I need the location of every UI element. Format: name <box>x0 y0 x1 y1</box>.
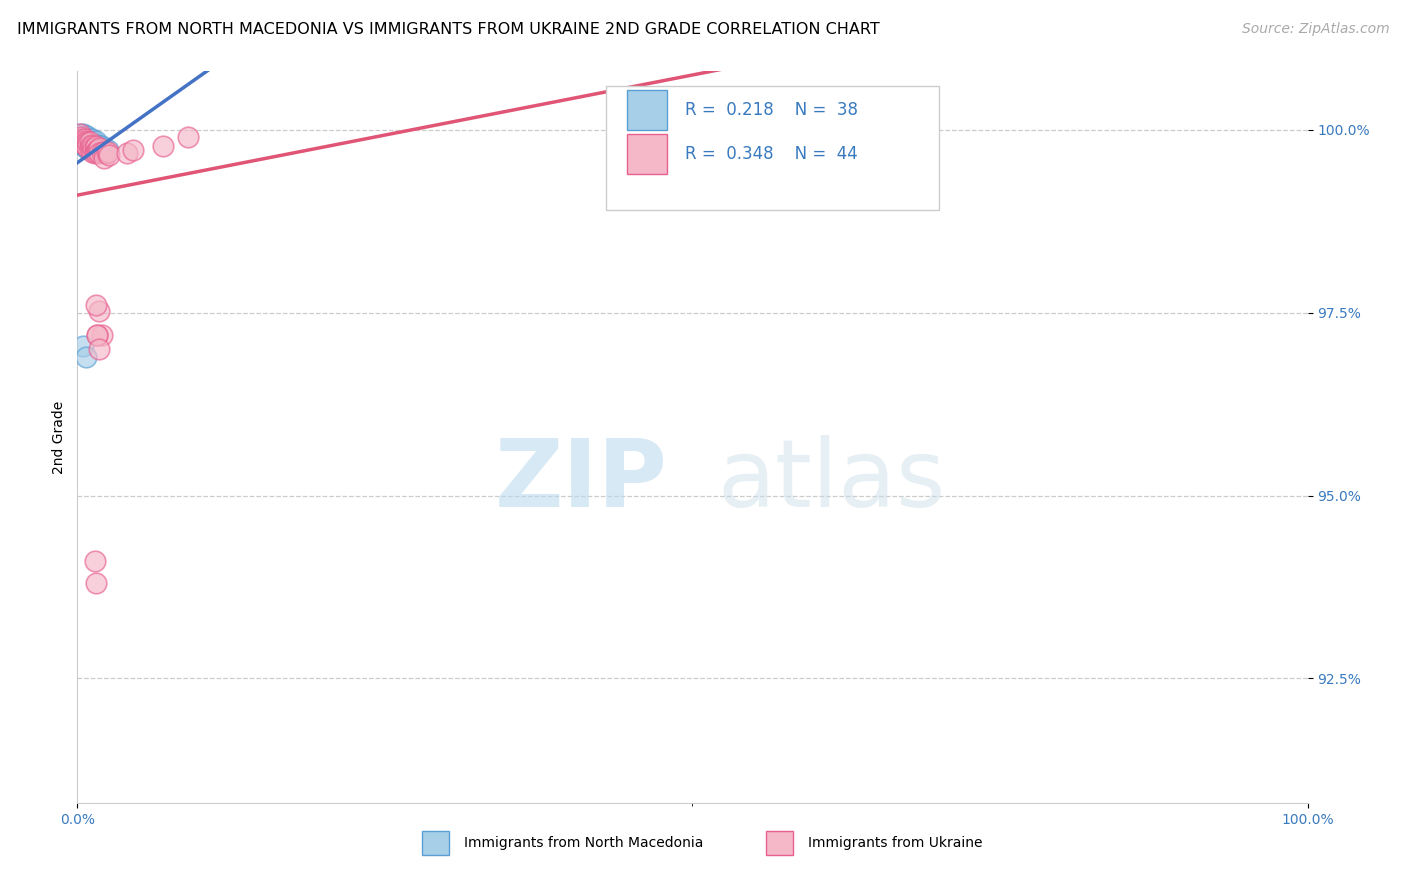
Point <box>76 135 98 149</box>
Point <box>90 139 114 153</box>
Point <box>80 139 103 153</box>
Text: R =  0.218    N =  38: R = 0.218 N = 38 <box>685 101 858 119</box>
Point <box>75 139 97 153</box>
Point <box>90 145 114 159</box>
Point <box>89 304 111 318</box>
Point <box>87 137 110 152</box>
Point <box>70 131 93 145</box>
Point <box>69 127 91 141</box>
Point <box>76 140 98 154</box>
Text: atlas: atlas <box>717 435 945 527</box>
FancyBboxPatch shape <box>627 134 666 174</box>
Point <box>86 327 108 342</box>
FancyBboxPatch shape <box>627 90 666 130</box>
Point <box>75 350 97 364</box>
Point <box>177 130 200 145</box>
Text: ZIP: ZIP <box>495 435 668 527</box>
Point <box>83 141 105 155</box>
Point <box>70 130 93 145</box>
Point <box>84 134 107 148</box>
Point <box>73 128 96 143</box>
Point <box>82 136 104 150</box>
Point <box>76 135 98 149</box>
Point <box>70 136 93 150</box>
Point <box>72 127 94 141</box>
Point <box>79 135 101 149</box>
Point <box>84 298 107 312</box>
Point <box>82 139 104 153</box>
Y-axis label: 2nd Grade: 2nd Grade <box>52 401 66 474</box>
Point <box>93 141 115 155</box>
Point <box>72 339 94 353</box>
Point <box>79 131 101 145</box>
Point <box>73 134 96 148</box>
Point <box>93 151 115 165</box>
Point <box>152 139 174 153</box>
Point <box>83 146 105 161</box>
Text: Immigrants from North Macedonia: Immigrants from North Macedonia <box>464 836 703 850</box>
Point <box>76 128 98 143</box>
Point <box>87 144 110 158</box>
Point <box>75 136 97 150</box>
Point <box>75 141 97 155</box>
Point <box>121 144 143 158</box>
Point <box>97 144 120 158</box>
Point <box>70 131 93 145</box>
Point <box>69 127 91 141</box>
Point <box>73 131 96 145</box>
Point <box>79 137 101 152</box>
Point <box>80 137 103 152</box>
Point <box>77 136 100 150</box>
Point <box>91 144 114 158</box>
Point <box>98 148 121 162</box>
Point <box>82 141 104 155</box>
Point <box>82 132 104 146</box>
Point <box>83 554 105 568</box>
Point <box>73 136 96 150</box>
Point <box>83 144 105 158</box>
Point <box>84 145 107 159</box>
Point <box>82 139 104 153</box>
Point <box>70 134 93 148</box>
Point <box>84 576 107 591</box>
Point <box>82 145 104 159</box>
Point <box>115 146 138 161</box>
FancyBboxPatch shape <box>422 831 449 855</box>
FancyBboxPatch shape <box>766 831 793 855</box>
Point <box>89 343 111 357</box>
Text: IMMIGRANTS FROM NORTH MACEDONIA VS IMMIGRANTS FROM UKRAINE 2ND GRADE CORRELATION: IMMIGRANTS FROM NORTH MACEDONIA VS IMMIG… <box>17 22 880 37</box>
Point <box>86 139 108 153</box>
Point <box>96 146 118 161</box>
Point <box>70 130 93 145</box>
Text: Immigrants from Ukraine: Immigrants from Ukraine <box>808 836 983 850</box>
Point <box>90 327 114 342</box>
FancyBboxPatch shape <box>606 86 939 211</box>
Point <box>86 327 108 342</box>
Point <box>97 145 120 159</box>
Text: Source: ZipAtlas.com: Source: ZipAtlas.com <box>1241 22 1389 37</box>
Point <box>90 141 112 155</box>
Point <box>93 145 115 159</box>
Point <box>79 141 101 155</box>
Point <box>83 137 105 152</box>
Point <box>72 136 94 150</box>
Point <box>89 141 111 155</box>
Point <box>72 131 94 145</box>
Point <box>76 141 98 155</box>
Point <box>72 134 94 148</box>
Point <box>89 146 111 161</box>
Point <box>72 137 94 152</box>
Point <box>89 139 111 153</box>
Point <box>73 139 96 153</box>
Point <box>75 134 97 148</box>
Text: R =  0.348    N =  44: R = 0.348 N = 44 <box>685 145 858 162</box>
Point <box>86 144 108 158</box>
Point <box>77 132 100 146</box>
Point <box>75 130 97 145</box>
Point <box>80 134 103 148</box>
Point <box>84 139 107 153</box>
